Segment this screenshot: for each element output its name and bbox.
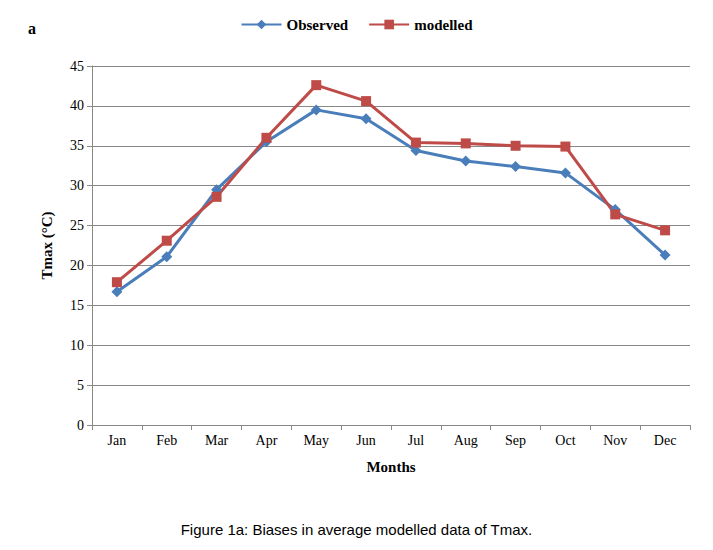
- svg-text:35: 35: [70, 138, 84, 153]
- svg-text:Nov: Nov: [603, 433, 627, 448]
- svg-text:Jun: Jun: [356, 433, 375, 448]
- svg-text:Months: Months: [366, 459, 415, 475]
- svg-text:Aug: Aug: [454, 433, 478, 448]
- svg-text:a: a: [28, 20, 36, 37]
- svg-text:40: 40: [70, 98, 84, 113]
- svg-text:45: 45: [70, 59, 84, 74]
- svg-text:Tmax (°C): Tmax (°C): [39, 211, 56, 279]
- svg-text:May: May: [303, 433, 329, 448]
- svg-text:Oct: Oct: [555, 433, 575, 448]
- svg-text:10: 10: [70, 338, 84, 353]
- svg-text:Jul: Jul: [408, 433, 424, 448]
- svg-text:Figure 1a: Biases in average m: Figure 1a: Biases in average modelled da…: [181, 521, 533, 538]
- svg-text:Apr: Apr: [256, 433, 278, 448]
- svg-text:modelled: modelled: [414, 17, 473, 33]
- svg-text:15: 15: [70, 298, 84, 313]
- svg-text:Dec: Dec: [654, 433, 677, 448]
- svg-text:Observed: Observed: [287, 17, 349, 33]
- svg-text:20: 20: [70, 258, 84, 273]
- svg-text:30: 30: [70, 178, 84, 193]
- svg-text:25: 25: [70, 218, 84, 233]
- svg-text:Feb: Feb: [156, 433, 177, 448]
- svg-text:0: 0: [77, 418, 84, 433]
- svg-text:Sep: Sep: [505, 433, 526, 448]
- svg-text:Mar: Mar: [205, 433, 229, 448]
- svg-text:Jan: Jan: [108, 433, 127, 448]
- svg-text:5: 5: [77, 378, 84, 393]
